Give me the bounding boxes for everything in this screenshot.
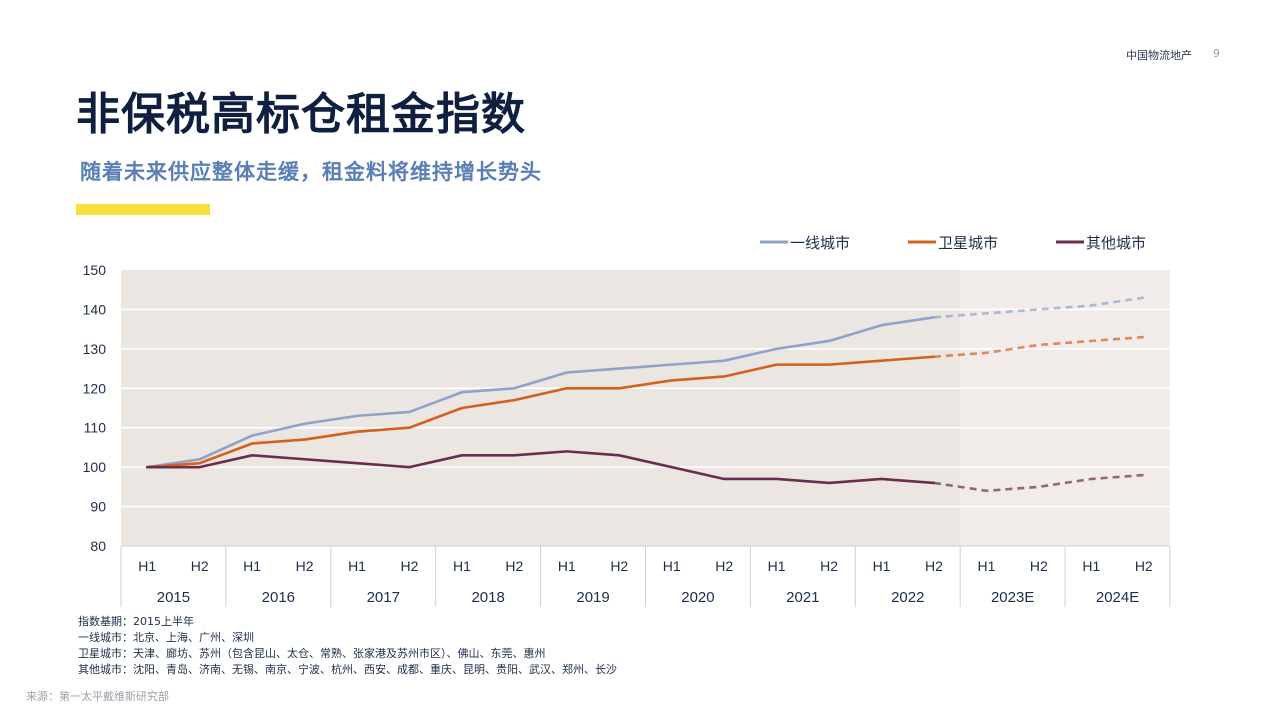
x-tick-label: H2: [296, 558, 314, 574]
year-label: 2018: [471, 589, 504, 606]
note-tier1-cities: 一线城市：北京、上海、广州、深圳: [78, 631, 254, 644]
x-tick-label: H2: [505, 558, 523, 574]
forecast-background: [960, 270, 1170, 546]
x-tick-label: H2: [610, 558, 628, 574]
x-tick-label: H2: [191, 558, 209, 574]
y-tick-label: 150: [83, 262, 107, 278]
brand-label: 中国物流地产: [1126, 49, 1192, 62]
year-label: 2024E: [1096, 589, 1139, 606]
x-tick-label: H1: [558, 558, 576, 574]
x-tick-label: H2: [1030, 558, 1048, 574]
y-tick-label: 110: [84, 420, 107, 436]
chart-notes: 指数基期：2015上半年 一线城市：北京、上海、广州、深圳 卫星城市：天津、廊坊…: [78, 614, 617, 678]
note-base-period: 指数基期：2015上半年: [78, 615, 194, 628]
year-label: 2019: [576, 589, 609, 606]
y-tick-label: 140: [83, 301, 107, 317]
year-label: 2015: [157, 589, 190, 606]
x-tick-label: H1: [663, 558, 681, 574]
plot-background: [121, 270, 961, 546]
year-label: 2022: [891, 589, 924, 606]
x-tick-label: H2: [1135, 558, 1153, 574]
series-line-0: [145, 316, 936, 469]
page-title: 非保税高标仓租金指数: [76, 89, 526, 140]
year-label: 2016: [262, 589, 295, 606]
legend-label: 卫星城市: [938, 235, 998, 252]
year-label: 2023E: [991, 589, 1034, 606]
x-tick-label: H1: [348, 558, 366, 574]
y-tick-label: 80: [90, 538, 106, 554]
series-line-1: [145, 355, 936, 469]
legend-label: 一线城市: [790, 235, 850, 252]
y-tick-label: 120: [83, 380, 107, 396]
x-tick-label: H2: [715, 558, 733, 574]
x-tick-label: H2: [401, 558, 419, 574]
x-tick-label: H1: [243, 558, 261, 574]
y-tick-label: 100: [83, 459, 107, 475]
x-tick-label: H2: [820, 558, 838, 574]
year-label: 2021: [786, 589, 819, 606]
x-tick-label: H2: [925, 558, 943, 574]
x-tick-label: H1: [1082, 558, 1100, 574]
y-tick-label: 90: [90, 499, 106, 515]
legend-label: 其他城市: [1086, 235, 1146, 252]
x-tick-label: H1: [873, 558, 891, 574]
accent-bar: [76, 204, 210, 215]
x-tick-label: H1: [453, 558, 471, 574]
x-tick-label: H1: [138, 558, 156, 574]
page-subtitle: 随着未来供应整体走缓，租金料将维持增长势头: [80, 160, 542, 184]
page-number: 9: [1213, 47, 1220, 60]
year-label: 2020: [681, 589, 714, 606]
source-note: 来源：第一太平戴维斯研究部: [26, 690, 169, 703]
series-line-2: [145, 450, 936, 485]
y-tick-label: 130: [83, 341, 107, 357]
note-satellite-cities: 卫星城市：天津、廊坊、苏州（包含昆山、太仓、常熟、张家港及苏州市区）、佛山、东莞…: [78, 647, 546, 660]
x-tick-label: H1: [977, 558, 995, 574]
year-label: 2017: [367, 589, 400, 606]
x-tick-label: H1: [768, 558, 786, 574]
note-other-cities: 其他城市：沈阳、青岛、济南、无锡、南京、宁波、杭州、西安、成都、重庆、昆明、贵阳…: [78, 663, 617, 676]
